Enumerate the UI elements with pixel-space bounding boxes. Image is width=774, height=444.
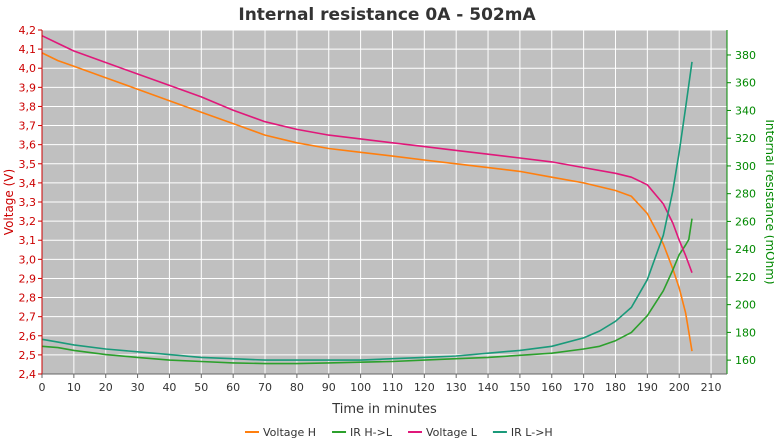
series-layer (41, 34, 693, 365)
y-axis-title: Voltage (V) (2, 169, 16, 235)
series-line-voltage-l (41, 34, 693, 273)
y-tick-label: 3,7 (19, 120, 37, 133)
y2-tick-label: 180 (735, 326, 756, 339)
y-tick-label: 3,1 (19, 234, 37, 247)
y2-tick-label: 380 (735, 49, 756, 62)
y-tick-label: 3,3 (19, 196, 37, 209)
legend: Voltage H IR H->L Voltage L IR L->H (245, 426, 553, 439)
y2-tick-label: 360 (735, 77, 756, 90)
x-tick-label: 170 (573, 381, 594, 394)
x-tick-label: 210 (701, 381, 722, 394)
x-tick-label: 80 (290, 381, 304, 394)
x-tick-label: 0 (39, 381, 46, 394)
y-tick-label: 3,0 (19, 253, 37, 266)
series-line-ir-l-h (41, 61, 693, 361)
series-line-ir-h-l (41, 218, 693, 365)
y2-tick-label: 160 (735, 354, 756, 367)
y2-tick-label: 220 (735, 271, 756, 284)
y-tick-label: 2,6 (19, 330, 37, 343)
y-tick-label: 4,1 (19, 43, 37, 56)
x-tick-label: 90 (322, 381, 336, 394)
x-tick-label: 60 (226, 381, 240, 394)
y-tick-label: 4,0 (19, 62, 37, 75)
y-tick-label: 2,8 (19, 292, 37, 305)
y2-tick-label: 320 (735, 132, 756, 145)
y-tick-label: 2,9 (19, 272, 37, 285)
y-tick-label: 4,2 (19, 24, 37, 37)
y2-axis-title: Internal resistance (mOhm) (763, 119, 774, 284)
x-tick-label: 70 (258, 381, 272, 394)
x-tick-label: 140 (478, 381, 499, 394)
x-tick-label: 200 (669, 381, 690, 394)
y-tick-label: 2,4 (19, 368, 37, 381)
y2-tick-label: 340 (735, 104, 756, 117)
tick-labels: 0 10 20 30 40 50 60 70 80 90 100 110 120 130 140 150 160… (19, 24, 757, 394)
y2-tick-label: 240 (735, 243, 756, 256)
x-tick-label: 160 (541, 381, 562, 394)
y-tick-label: 3,5 (19, 158, 37, 171)
x-tick-label: 40 (162, 381, 176, 394)
chart-title: Internal resistance 0A - 502mA (238, 5, 536, 25)
x-tick-label: 30 (131, 381, 145, 394)
x-tick-label: 130 (446, 381, 467, 394)
y2-tick-label: 200 (735, 299, 756, 312)
x-tick-label: 10 (67, 381, 81, 394)
y-tick-label: 2,5 (19, 349, 37, 362)
legend-label: IR L->H (511, 426, 553, 439)
x-axis-title: Time in minutes (331, 402, 437, 417)
x-tick-label: 50 (194, 381, 208, 394)
x-tick-label: 120 (414, 381, 435, 394)
y2-tick-label: 300 (735, 160, 756, 173)
x-tick-label: 20 (99, 381, 113, 394)
legend-label: IR H->L (350, 426, 393, 439)
y-tick-label: 3,8 (19, 100, 37, 113)
series-line-voltage-h (41, 52, 693, 352)
x-tick-label: 100 (350, 381, 371, 394)
y-tick-label: 3,6 (19, 139, 37, 152)
y-tick-label: 2,7 (19, 311, 37, 324)
legend-label: Voltage H (263, 426, 316, 439)
y-tick-label: 3,4 (19, 177, 37, 190)
legend-label: Voltage L (426, 426, 478, 439)
x-tick-label: 180 (605, 381, 626, 394)
x-tick-label: 150 (509, 381, 530, 394)
y-tick-label: 3,2 (19, 215, 37, 228)
y2-tick-label: 280 (735, 188, 756, 201)
y-tick-label: 3,9 (19, 81, 37, 94)
y2-tick-label: 260 (735, 215, 756, 228)
x-tick-label: 110 (382, 381, 403, 394)
axes (38, 29, 731, 378)
x-tick-label: 190 (637, 381, 658, 394)
